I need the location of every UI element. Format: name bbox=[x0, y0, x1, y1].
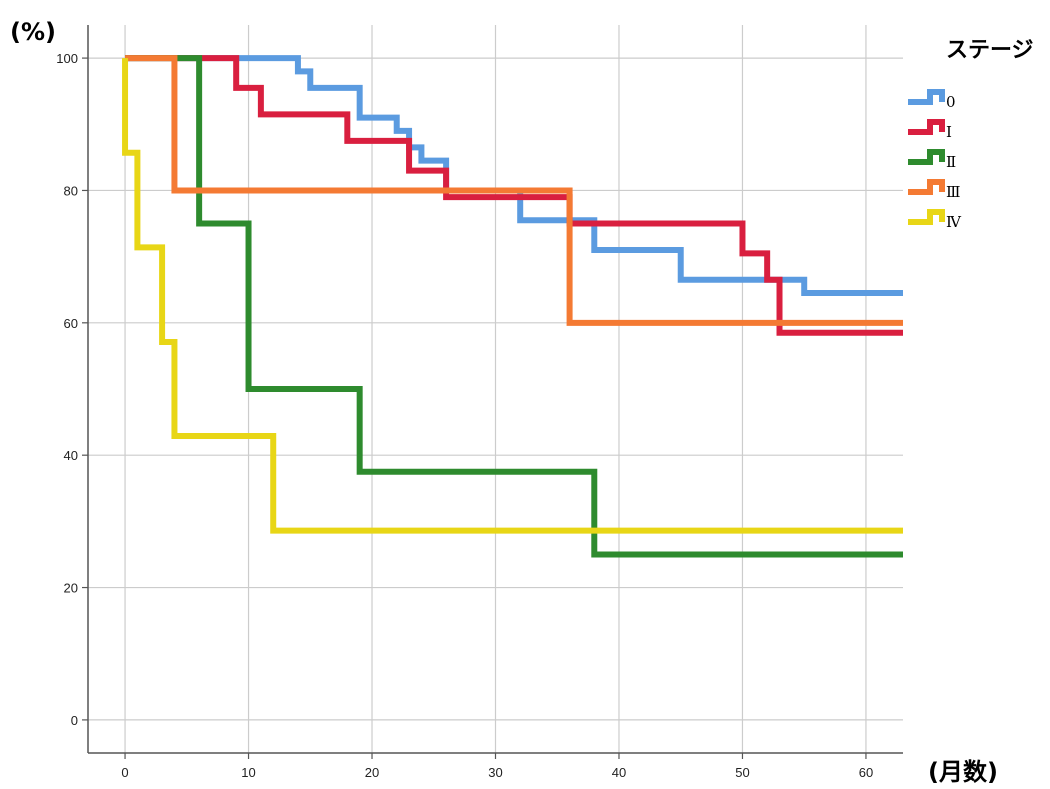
series-line-0 bbox=[125, 55, 903, 297]
axes bbox=[82, 25, 903, 759]
legend-swatch-1 bbox=[908, 119, 945, 135]
legend-title: ステージ bbox=[946, 38, 1034, 63]
y-tick-label: 100 bbox=[56, 51, 78, 66]
y-tick-label: 0 bbox=[71, 713, 78, 728]
legend-swatch-3 bbox=[908, 179, 945, 195]
y-tick-label: 40 bbox=[64, 448, 78, 463]
series-line-3 bbox=[125, 55, 903, 326]
legend-label-4: Ⅳ bbox=[946, 213, 962, 231]
tick-labels: 0 10 20 30 40 50 60 0 20 40 60 80 100 bbox=[56, 51, 873, 780]
y-tick-label: 80 bbox=[64, 183, 78, 198]
y-tick-label: 20 bbox=[64, 581, 78, 596]
x-tick-label: 50 bbox=[735, 765, 749, 780]
x-tick-label: 60 bbox=[859, 765, 873, 780]
y-axis-label: (%) bbox=[10, 18, 56, 46]
x-tick-label: 30 bbox=[488, 765, 502, 780]
series-lines bbox=[122, 55, 903, 558]
x-axis-label: (月数) bbox=[928, 758, 998, 786]
x-tick-label: 40 bbox=[612, 765, 626, 780]
x-tick-label: 10 bbox=[241, 765, 255, 780]
legend-label-2: Ⅱ bbox=[946, 153, 956, 171]
legend-swatch-0 bbox=[908, 89, 945, 105]
legend-label-0: 0 bbox=[946, 93, 956, 111]
series-line-1 bbox=[125, 55, 903, 336]
legend-label-3: Ⅲ bbox=[946, 183, 960, 201]
x-tick-label: 20 bbox=[365, 765, 379, 780]
x-tick-label: 0 bbox=[121, 765, 128, 780]
grid-lines bbox=[88, 25, 903, 753]
y-tick-label: 60 bbox=[64, 316, 78, 331]
legend-swatch-2 bbox=[908, 149, 945, 165]
legend-label-1: Ⅰ bbox=[946, 123, 952, 141]
legend: ステージ 0 Ⅰ Ⅱ Ⅲ Ⅳ bbox=[908, 38, 1034, 231]
series-line-4 bbox=[122, 58, 903, 534]
series-line-2 bbox=[125, 55, 903, 558]
legend-swatch-4 bbox=[908, 209, 945, 225]
